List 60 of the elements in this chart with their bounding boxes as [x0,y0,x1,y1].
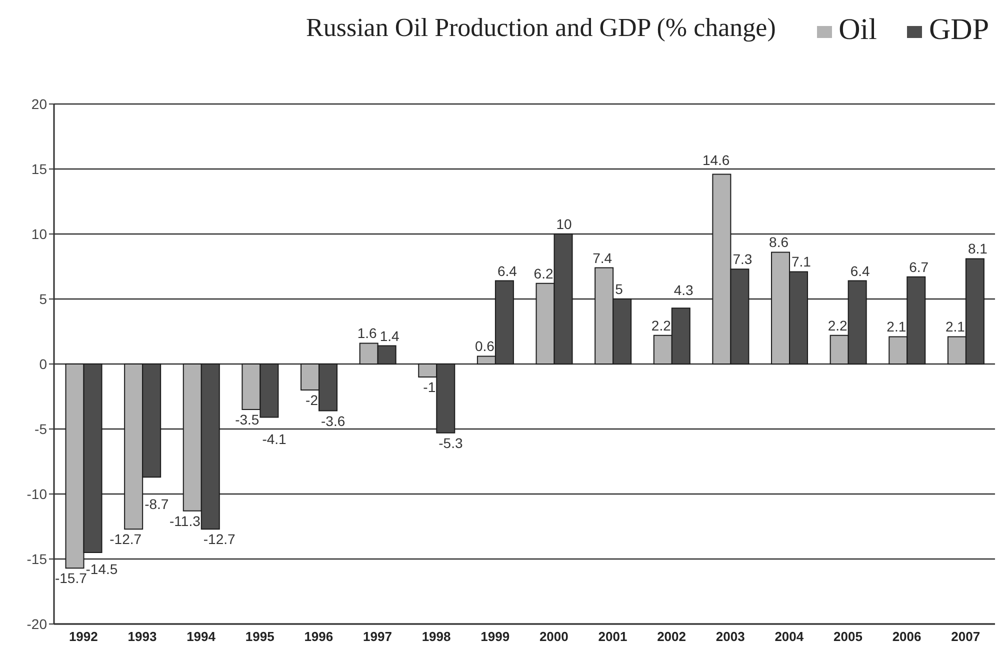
x-tick-label: 2000 [539,629,568,644]
y-tick-label: 20 [31,96,48,112]
y-tick-label: 15 [31,160,48,177]
x-tick-label: 2005 [834,629,862,644]
x-tick-label: 1999 [480,629,510,644]
y-tick-label: -5 [34,420,48,437]
y-tick-label: -20 [26,616,48,632]
chart-title: Russian Oil Production and GDP (% change) [306,13,776,43]
data-label: 8.1 [968,240,988,257]
data-label: -15.7 [54,570,88,586]
y-tick-label: 10 [31,226,48,242]
x-tick-label: 1997 [363,629,392,644]
data-label: 6.2 [534,265,554,282]
data-label: 4.3 [674,282,694,298]
legend-label: GDP [928,13,989,46]
data-label: 6.7 [909,258,929,275]
data-label: 5 [615,281,624,297]
data-label: -3.5 [235,412,260,428]
x-tick-label: 1995 [245,629,274,644]
x-tick-label: 2002 [657,629,686,644]
data-label: 2.2 [651,317,672,334]
x-tick-label: 1993 [128,629,157,644]
x-tick-label: 1994 [186,629,216,644]
legend-label: Oil [838,13,877,46]
data-label: -2 [306,392,318,408]
data-label: -5.3 [438,434,463,451]
y-tick-label: 0 [39,356,48,372]
x-tick-label: 1996 [304,629,334,644]
data-label: 8.6 [769,234,789,250]
data-label: -14.5 [86,561,118,577]
y-tick-label: -15 [26,550,48,567]
x-tick-label: 2003 [716,629,745,644]
data-label: 14.6 [702,152,730,168]
x-tick-label: 2007 [951,629,980,644]
data-label: 7.4 [592,250,612,266]
data-label: 6.4 [497,262,518,279]
data-label: 2.1 [945,318,966,335]
data-label: -8.7 [144,496,169,512]
data-label: 2.2 [828,317,848,334]
x-tick-label: 1998 [422,629,451,644]
data-label: 7.3 [732,251,752,268]
data-label: -11.3 [170,512,201,529]
y-tick-label: -10 [26,486,48,502]
data-label: 6.4 [850,262,870,279]
data-label: -4.1 [262,431,287,447]
data-label: 7.1 [792,254,812,270]
data-label: 0.6 [474,338,495,354]
x-tick-label: 1992 [68,629,98,644]
x-tick-label: 2006 [892,629,922,644]
x-tick-label: 2004 [774,629,804,644]
data-label: 1.6 [357,325,378,342]
x-tick-label: 2001 [598,629,628,644]
data-label: -12.7 [110,531,142,548]
data-label: 2.1 [886,318,906,335]
data-label: -12.7 [203,531,236,548]
y-tick-label: 5 [39,290,48,307]
data-label: -1 [423,379,436,395]
data-label: -3.6 [321,412,346,429]
data-label: 1.4 [380,328,400,344]
data-label: 10 [556,216,572,232]
